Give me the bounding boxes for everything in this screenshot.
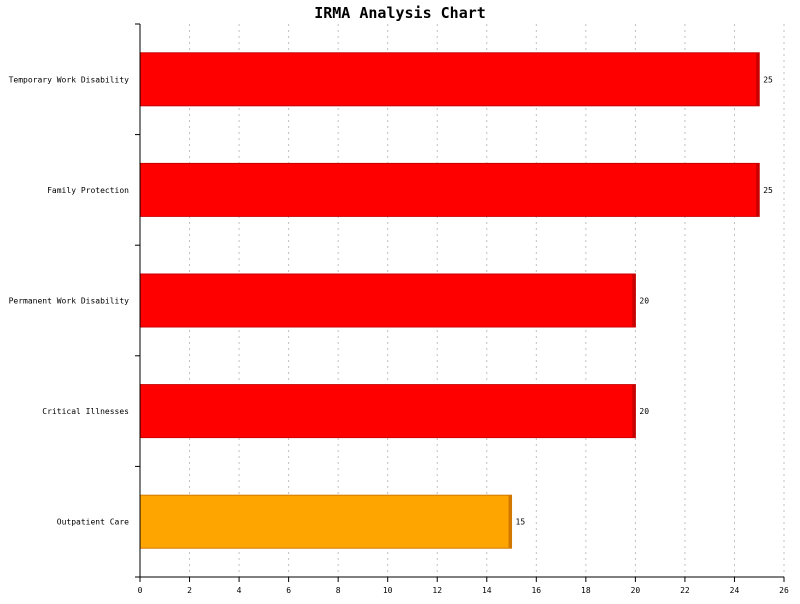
x-tick-label: 4 [237,586,242,595]
bar [140,52,760,106]
x-tick-label: 12 [432,586,442,595]
bar-edge-shade [508,495,512,549]
x-tick-label: 6 [286,586,291,595]
x-tick-label: 26 [779,586,789,595]
bar [140,274,636,327]
value-label: 20 [639,407,649,416]
category-label: Outpatient Care [57,518,129,527]
bar [140,163,760,217]
bar-edge-shade [756,163,760,217]
category-label: Critical Illnesses [42,407,129,416]
value-label: 25 [763,75,773,84]
bar-edge-shade [632,274,636,327]
category-label: Permanent Work Disability [9,297,130,306]
value-label: 15 [516,518,526,527]
bar-edge-shade [756,52,760,106]
x-tick-label: 20 [631,586,641,595]
value-label: 20 [639,297,649,306]
x-tick-label: 10 [383,586,393,595]
bar [140,495,512,549]
x-tick-label: 0 [138,586,143,595]
category-label: Temporary Work Disability [9,75,130,84]
x-tick-label: 8 [336,586,341,595]
x-tick-label: 22 [680,586,690,595]
x-tick-label: 2 [187,586,192,595]
axes [135,23,785,582]
bar-edge-shade [632,384,636,438]
x-tick-label: 24 [730,586,740,595]
bar [140,384,636,438]
x-tick-label: 18 [581,586,591,595]
x-tick-label: 16 [531,586,541,595]
value-label: 25 [763,186,773,195]
category-label: Family Protection [47,186,129,195]
bars [139,52,760,549]
chart-title: IRMA Analysis Chart [314,4,486,22]
x-tick-label: 14 [482,586,492,595]
